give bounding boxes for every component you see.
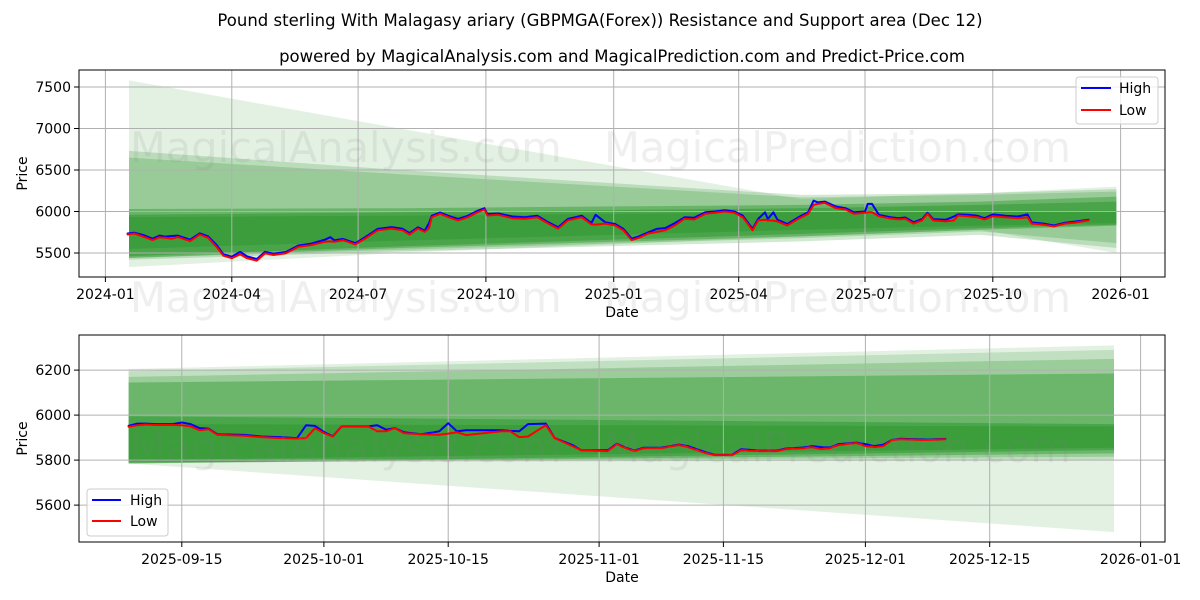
x-axis-label: Date (605, 305, 638, 321)
x-tick-label: 2025-11-15 (683, 552, 764, 568)
legend-low-label: Low (1119, 103, 1147, 119)
axes-frame (78, 69, 1166, 278)
chart-subtitle: powered by MagicalAnalysis.com and Magic… (279, 47, 965, 66)
y-axis-label: Price (15, 421, 31, 455)
x-tick-label: 2025-10-01 (283, 552, 364, 568)
x-tick-label: 2025-11-01 (558, 552, 639, 568)
high-price-line (126, 199, 1090, 260)
x-axis-ticks: 2025-09-15 2025-10-01 2025-10-15 2025-11-01… (141, 542, 1181, 568)
x-tick-label: 2025-10-15 (408, 552, 489, 568)
watermarks: MagicalAnalysis.com MagicalPrediction.co… (130, 123, 1071, 472)
support-resistance-bands (128, 345, 1115, 533)
watermark-prediction: MagicalPrediction.com (604, 273, 1071, 322)
y-tick-label: 7000 (35, 122, 71, 138)
legend-high-label: High (1119, 81, 1151, 97)
legend: High Low (1075, 76, 1159, 125)
bottom-chart-recent-zoom: 2025-09-15 2025-10-01 2025-10-15 2025-11-01… (15, 334, 1181, 586)
grid-lines (79, 335, 1165, 542)
y-tick-label: 6200 (35, 363, 71, 379)
x-tick-label: 2025-04 (709, 287, 768, 303)
x-tick-label: 2025-12-01 (825, 552, 906, 568)
y-axis-ticks: 5600 5800 6000 6200 (35, 363, 79, 514)
price-lines (127, 421, 947, 457)
top-chart-full-history: 2024-01 2024-04 2024-07 2024-10 2025-01 2025-… (15, 47, 1166, 321)
y-tick-label: 7500 (35, 80, 71, 96)
x-axis-label: Date (605, 570, 638, 586)
band-wide-2 (128, 358, 1115, 463)
y-tick-label: 6000 (35, 205, 71, 221)
legend-high-label: High (130, 493, 162, 509)
x-tick-label: 2026-01-01 (1100, 552, 1181, 568)
plot-area (79, 335, 1165, 542)
watermark-analysis: MagicalAnalysis.com (130, 273, 562, 322)
watermark-prediction: MagicalPrediction.com (604, 423, 1071, 472)
x-tick-label: 2025-07 (836, 287, 895, 303)
x-axis-ticks: 2024-01 2024-04 2024-07 2024-10 2025-01 2025-… (76, 277, 1150, 303)
watermark-prediction: MagicalPrediction.com (604, 123, 1071, 172)
band-wide-1 (128, 349, 1115, 463)
low-price-line (127, 423, 947, 457)
legend-low-label: Low (130, 514, 158, 530)
y-tick-label: 6000 (35, 408, 71, 424)
axes-frame (78, 334, 1166, 543)
x-tick-label: 2024-07 (329, 287, 388, 303)
x-tick-label: 2024-10 (457, 287, 516, 303)
legend: High Low (86, 488, 169, 537)
x-tick-label: 2026-01 (1091, 287, 1150, 303)
plot-area (79, 70, 1165, 277)
y-axis-label: Price (15, 156, 31, 190)
y-tick-label: 6500 (35, 163, 71, 179)
low-price-line (126, 201, 1090, 262)
band-core (128, 424, 1115, 461)
band-outer (128, 345, 1115, 533)
price-lines (126, 199, 1090, 262)
band-outer (129, 80, 1117, 268)
x-tick-label: 2025-12-15 (949, 552, 1030, 568)
watermark-analysis: MagicalAnalysis.com (130, 123, 562, 172)
x-tick-label: 2025-01 (584, 287, 643, 303)
grid-lines (79, 70, 1165, 277)
watermark-analysis: MagicalAnalysis.com (130, 423, 562, 472)
band-mid (128, 373, 1115, 464)
support-resistance-bands (129, 80, 1117, 268)
y-tick-label: 5600 (35, 498, 71, 514)
y-tick-label: 5500 (35, 246, 71, 262)
chart-title: Pound sterling With Malagasy ariary (GBP… (217, 11, 982, 30)
x-tick-label: 2024-04 (203, 287, 262, 303)
x-tick-label: 2024-01 (76, 287, 135, 303)
x-tick-label: 2025-10 (964, 287, 1023, 303)
x-tick-label: 2025-09-15 (141, 552, 222, 568)
band-dark (128, 416, 1115, 464)
y-axis-ticks: 5500 6000 6500 7000 7500 (35, 80, 79, 262)
band-wide-2 (129, 157, 1117, 258)
y-tick-label: 5800 (35, 453, 71, 469)
